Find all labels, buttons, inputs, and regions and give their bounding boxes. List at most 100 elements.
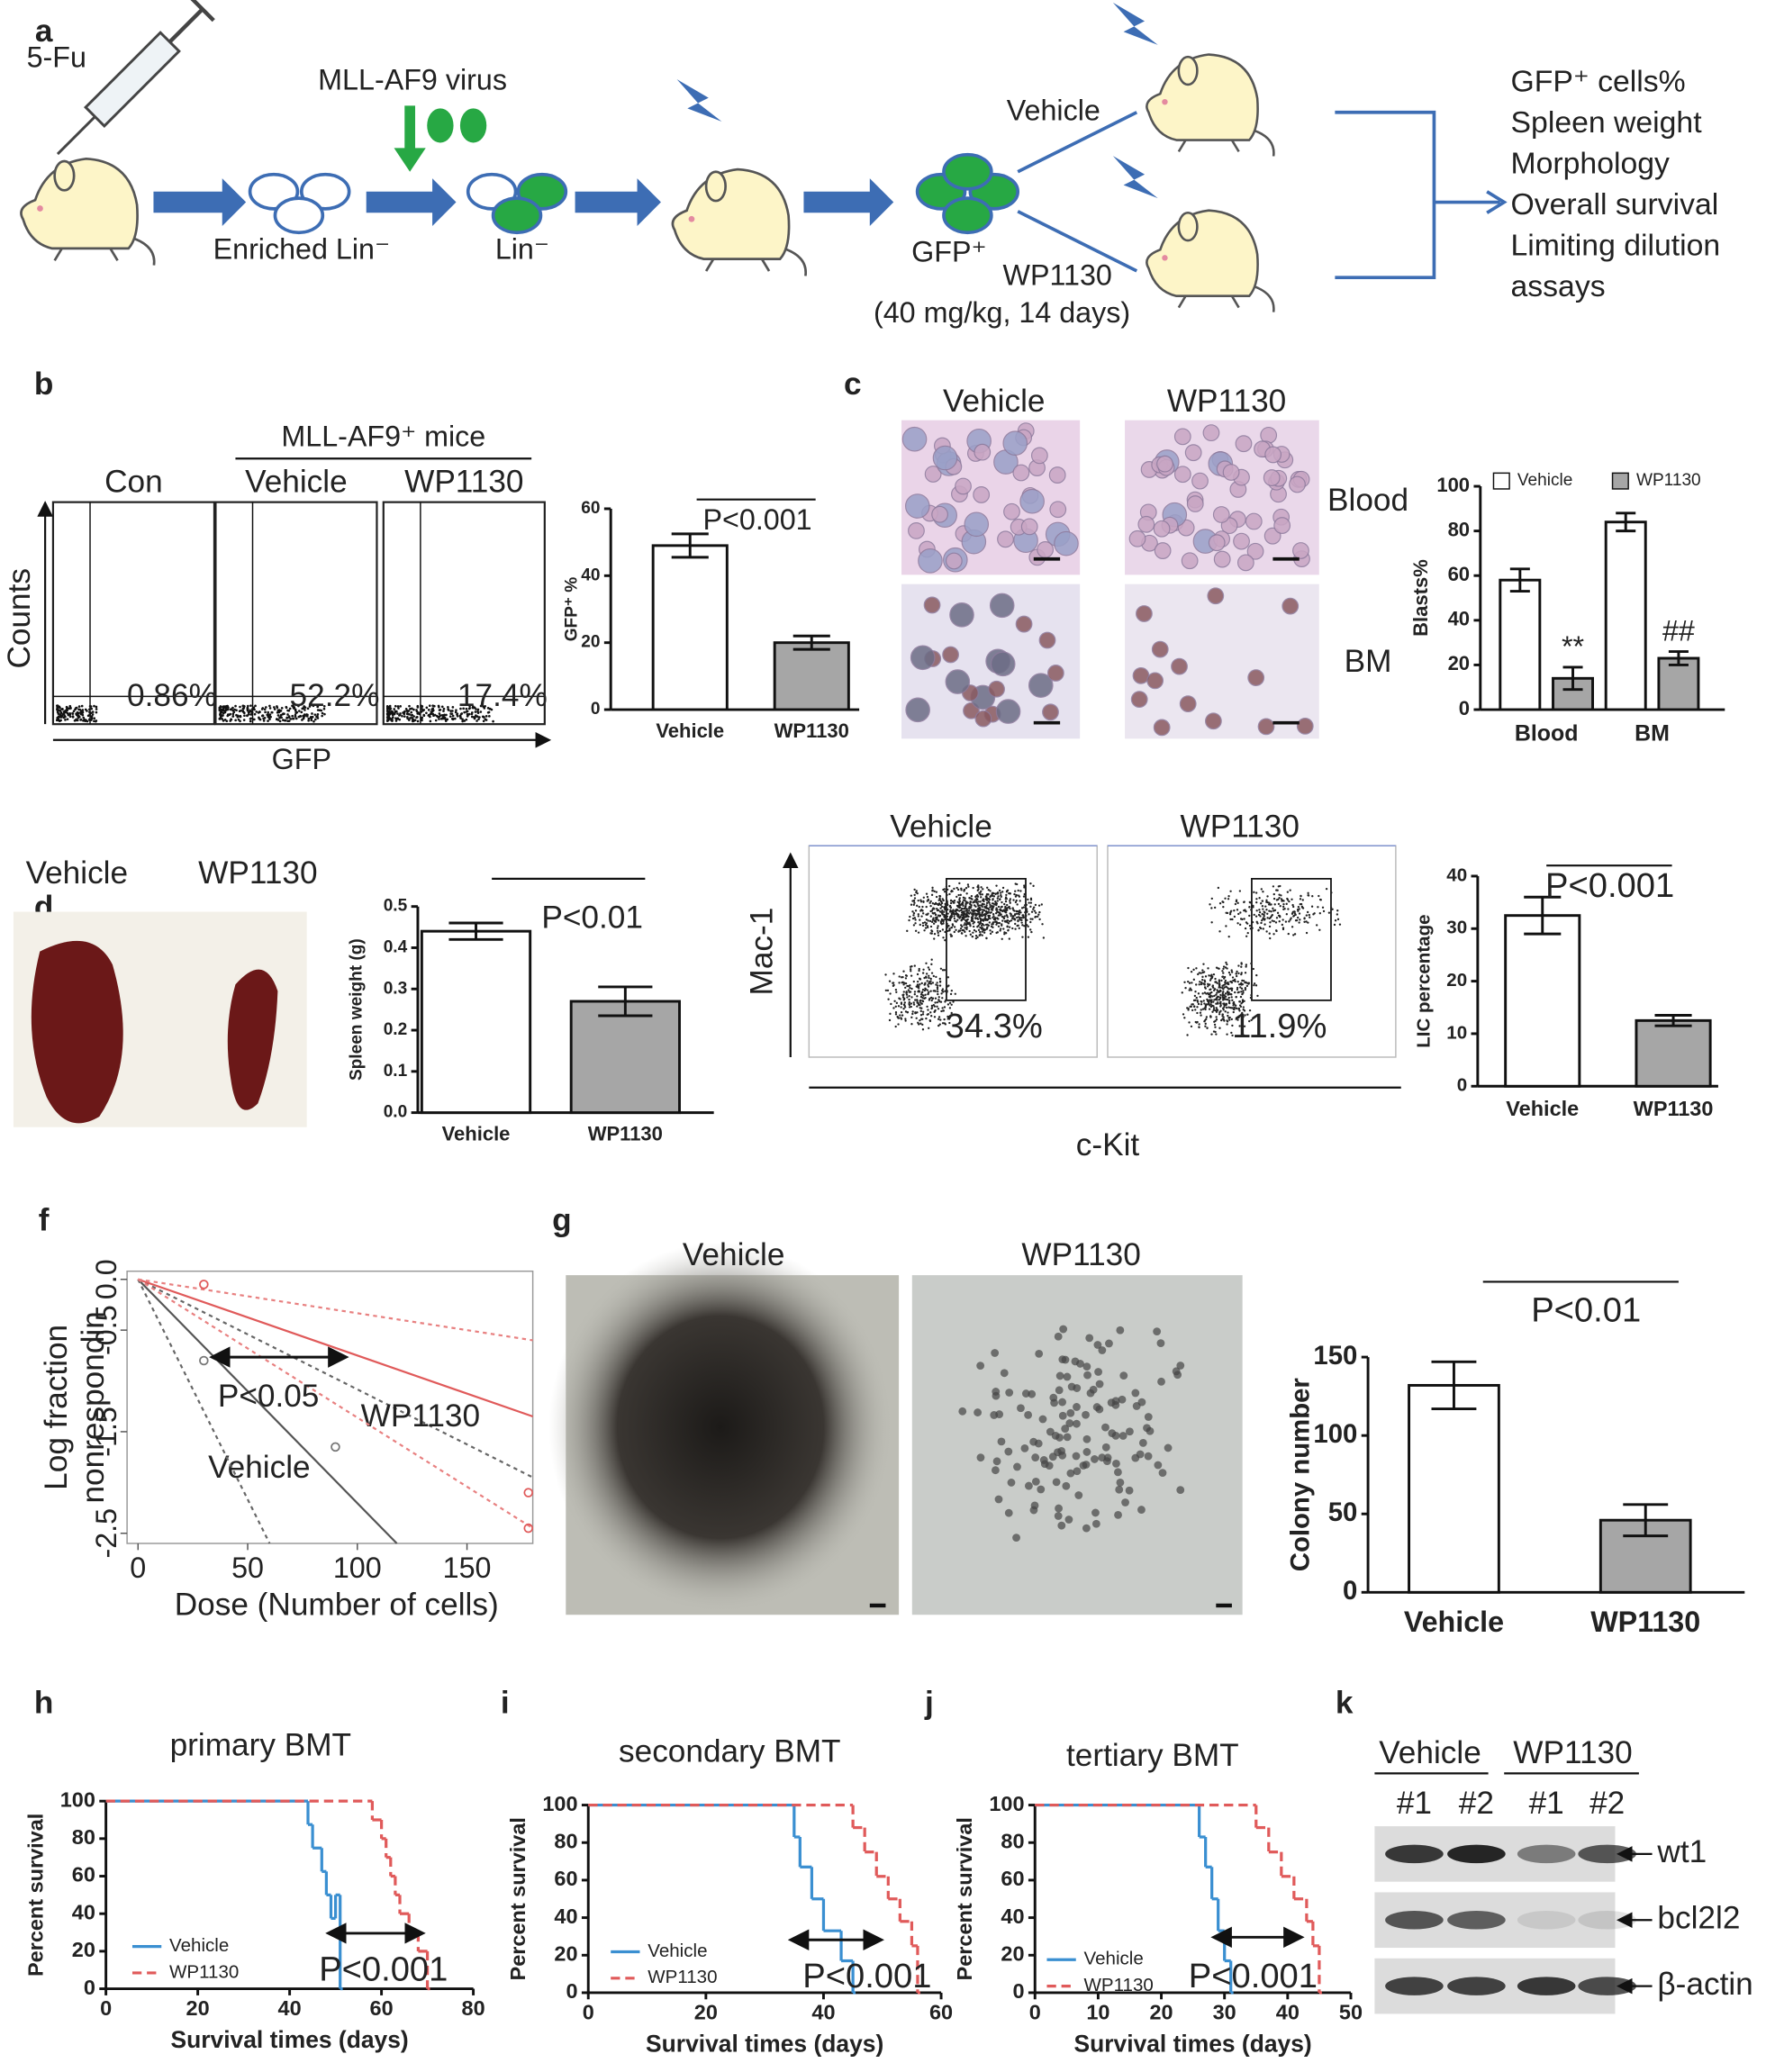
event-dot [901, 993, 904, 997]
band [1447, 1910, 1506, 1930]
event-dot [1215, 1016, 1218, 1018]
event-dot [914, 929, 918, 932]
event-dot [969, 907, 972, 909]
event-dot [964, 912, 966, 915]
event-dot [1256, 994, 1259, 998]
event-dot [1006, 889, 1010, 891]
event-dot [1245, 982, 1248, 984]
event-dot [936, 986, 939, 989]
event-dot [963, 910, 965, 913]
event-dot [1022, 906, 1026, 909]
event-dot [944, 908, 946, 911]
event-dot [1283, 908, 1286, 910]
event-dot [930, 958, 933, 961]
event-dot [995, 884, 998, 887]
event-dot [301, 719, 303, 721]
event-dot [1278, 893, 1281, 896]
event-dot [1227, 935, 1230, 938]
event-dot [1262, 927, 1264, 930]
event-dot [929, 905, 932, 908]
event-dot [940, 1009, 943, 1013]
event-dot [68, 706, 72, 710]
event-dot [1249, 996, 1253, 1000]
event-dot [1250, 909, 1253, 911]
event-dot [958, 900, 962, 903]
event-dot [945, 904, 947, 908]
event-dot [1215, 1002, 1218, 1005]
event-dot [1199, 995, 1201, 999]
event-dot [436, 715, 439, 719]
event-dot [1234, 1007, 1237, 1009]
event-dot [1012, 918, 1016, 920]
event-dot [1010, 917, 1014, 919]
event-dot [454, 710, 457, 714]
cell-image [1202, 424, 1220, 442]
event-dot [900, 1011, 903, 1014]
event-dot [919, 918, 921, 921]
event-dot [1008, 937, 1011, 940]
y-axis-label: Counts [2, 568, 37, 669]
cell-image [1101, 1443, 1110, 1452]
cell-image [989, 593, 1015, 619]
cell-image [973, 486, 991, 503]
event-dot [1253, 982, 1256, 985]
event-dot [937, 929, 939, 932]
event-dot [1212, 1007, 1216, 1009]
event-dot [914, 999, 917, 1001]
event-dot [989, 932, 992, 935]
event-dot [472, 706, 475, 710]
flow-plot [51, 501, 216, 726]
cell-image [949, 602, 974, 628]
event-dot [1217, 967, 1219, 970]
event-dot [410, 710, 413, 714]
event-dot [1014, 900, 1018, 904]
event-dot [958, 882, 961, 885]
chart-title: secondary BMT [619, 1734, 841, 1769]
event-dot [944, 938, 946, 942]
event-dot [68, 712, 72, 715]
event-dot [1033, 906, 1036, 909]
event-dot [974, 917, 977, 919]
cell-image [1131, 1389, 1140, 1398]
event-dot [246, 706, 249, 710]
event-dot [983, 912, 986, 916]
event-dot [1238, 1009, 1241, 1012]
event-dot [263, 708, 267, 711]
cell-image [1156, 1339, 1165, 1347]
x-tick-label: 60 [929, 2001, 953, 2024]
x-tick-label: BM [1635, 721, 1670, 746]
event-dot [955, 886, 958, 890]
event-dot [946, 1015, 949, 1018]
event-dot [1318, 898, 1322, 901]
event-dot [989, 890, 992, 892]
event-dot [1029, 905, 1032, 909]
event-dot [249, 704, 252, 707]
event-dot [1222, 1002, 1226, 1005]
event-dot [1227, 996, 1230, 1000]
event-dot [922, 994, 925, 997]
event-dot [1201, 992, 1204, 995]
event-dot [1261, 918, 1263, 922]
event-dot [1230, 1007, 1234, 1009]
event-dot [937, 899, 940, 901]
event-dot [1253, 891, 1255, 894]
event-dot [1254, 891, 1258, 894]
y-tick-label: 40 [581, 566, 600, 584]
event-dot [1234, 991, 1236, 994]
event-dot [249, 713, 253, 716]
y-tick-label: 40 [554, 1905, 577, 1928]
event-dot [1254, 984, 1258, 987]
event-dot [222, 706, 225, 710]
event-dot [456, 712, 459, 715]
event-dot [937, 1016, 941, 1018]
event-dot [1221, 1013, 1224, 1016]
event-dot [302, 707, 305, 710]
event-dot [1211, 985, 1214, 988]
event-dot [926, 895, 929, 899]
event-dot [1009, 898, 1012, 900]
event-dot [401, 714, 403, 718]
y-tick-label: 100 [1313, 1419, 1357, 1449]
event-dot [1317, 906, 1319, 909]
event-dot [1228, 913, 1232, 916]
event-dot [925, 922, 928, 925]
